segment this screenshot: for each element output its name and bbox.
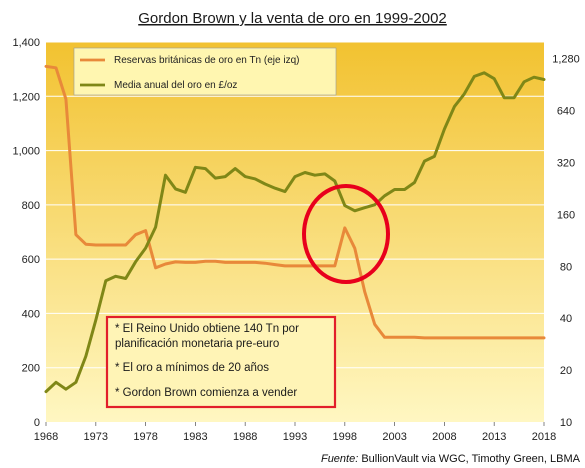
annotation-line-3: * El oro a mínimos de 20 años: [115, 362, 269, 374]
source-text: BullionVault via WGC, Timothy Green, LBM…: [358, 453, 580, 465]
x-tick-label: 2013: [482, 431, 506, 443]
annotation-box: * El Reino Unido obtiene 140 Tn por plan…: [105, 315, 337, 409]
left-tick-label: 0: [34, 417, 40, 429]
left-tick-label: 1,200: [12, 91, 40, 103]
left-tick-label: 1,000: [12, 146, 40, 158]
right-tick-label: 640: [557, 106, 575, 118]
left-tick-label: 800: [22, 200, 40, 212]
x-tick-label: 1983: [183, 431, 207, 443]
x-tick-label: 1978: [133, 431, 157, 443]
right-tick-label: 320: [557, 158, 575, 170]
x-tick-label: 2018: [532, 431, 556, 443]
series-line-gold-price: [44, 71, 546, 394]
right-tick-label: 80: [560, 261, 572, 273]
x-tick-label: 1988: [233, 431, 257, 443]
annotation-line-2: planificación monetaria pre-euro: [115, 338, 279, 350]
source-label: Fuente:: [321, 453, 358, 465]
annotation-line-1: * El Reino Unido obtiene 140 Tn por: [115, 323, 299, 335]
left-tick-label: 200: [22, 363, 40, 375]
left-tick-label: 600: [22, 254, 40, 266]
right-tick-label: 10: [560, 417, 572, 429]
highlight-circle: [302, 184, 390, 284]
left-axis-ticks: 0 200 400 600 800 1,000 1,200 1,400: [12, 37, 40, 429]
right-tick-label: 1,280: [552, 54, 580, 66]
x-tick-label: 1973: [84, 431, 108, 443]
left-tick-label: 400: [22, 308, 40, 320]
right-tick-label: 40: [560, 313, 572, 325]
x-tick-label: 1968: [34, 431, 58, 443]
right-tick-label: 160: [557, 209, 575, 221]
annotation-border: [105, 315, 337, 409]
x-axis-ticks: 1968 1973 1978 1983 1988 1993 1998 2003 2008 2013…: [34, 422, 556, 443]
legend-label-reserves: Reservas británicas de oro en Tn (eje iz…: [114, 55, 299, 66]
x-tick-label: 1998: [333, 431, 357, 443]
legend-label-price: Media anual del oro en £/oz: [114, 80, 237, 91]
left-tick-label: 1,400: [12, 37, 40, 49]
series-line-reserves: [44, 64, 546, 340]
legend: Reservas británicas de oro en Tn (eje iz…: [73, 47, 337, 96]
chart-title: Gordon Brown y la venta de oro en 1999-2…: [138, 10, 447, 27]
source-line: Fuente: BullionVault via WGC, Timothy Gr…: [321, 453, 581, 465]
right-axis-ticks: 10 20 40 80 160 320 640 1,280: [552, 54, 580, 429]
x-tick-label: 2003: [382, 431, 406, 443]
right-tick-label: 20: [560, 365, 572, 377]
series-lines: [44, 64, 546, 394]
annotation-line-4: * Gordon Brown comienza a vender: [115, 387, 297, 399]
x-tick-label: 1993: [283, 431, 307, 443]
legend-box: [73, 47, 337, 96]
x-tick-label: 2008: [432, 431, 456, 443]
